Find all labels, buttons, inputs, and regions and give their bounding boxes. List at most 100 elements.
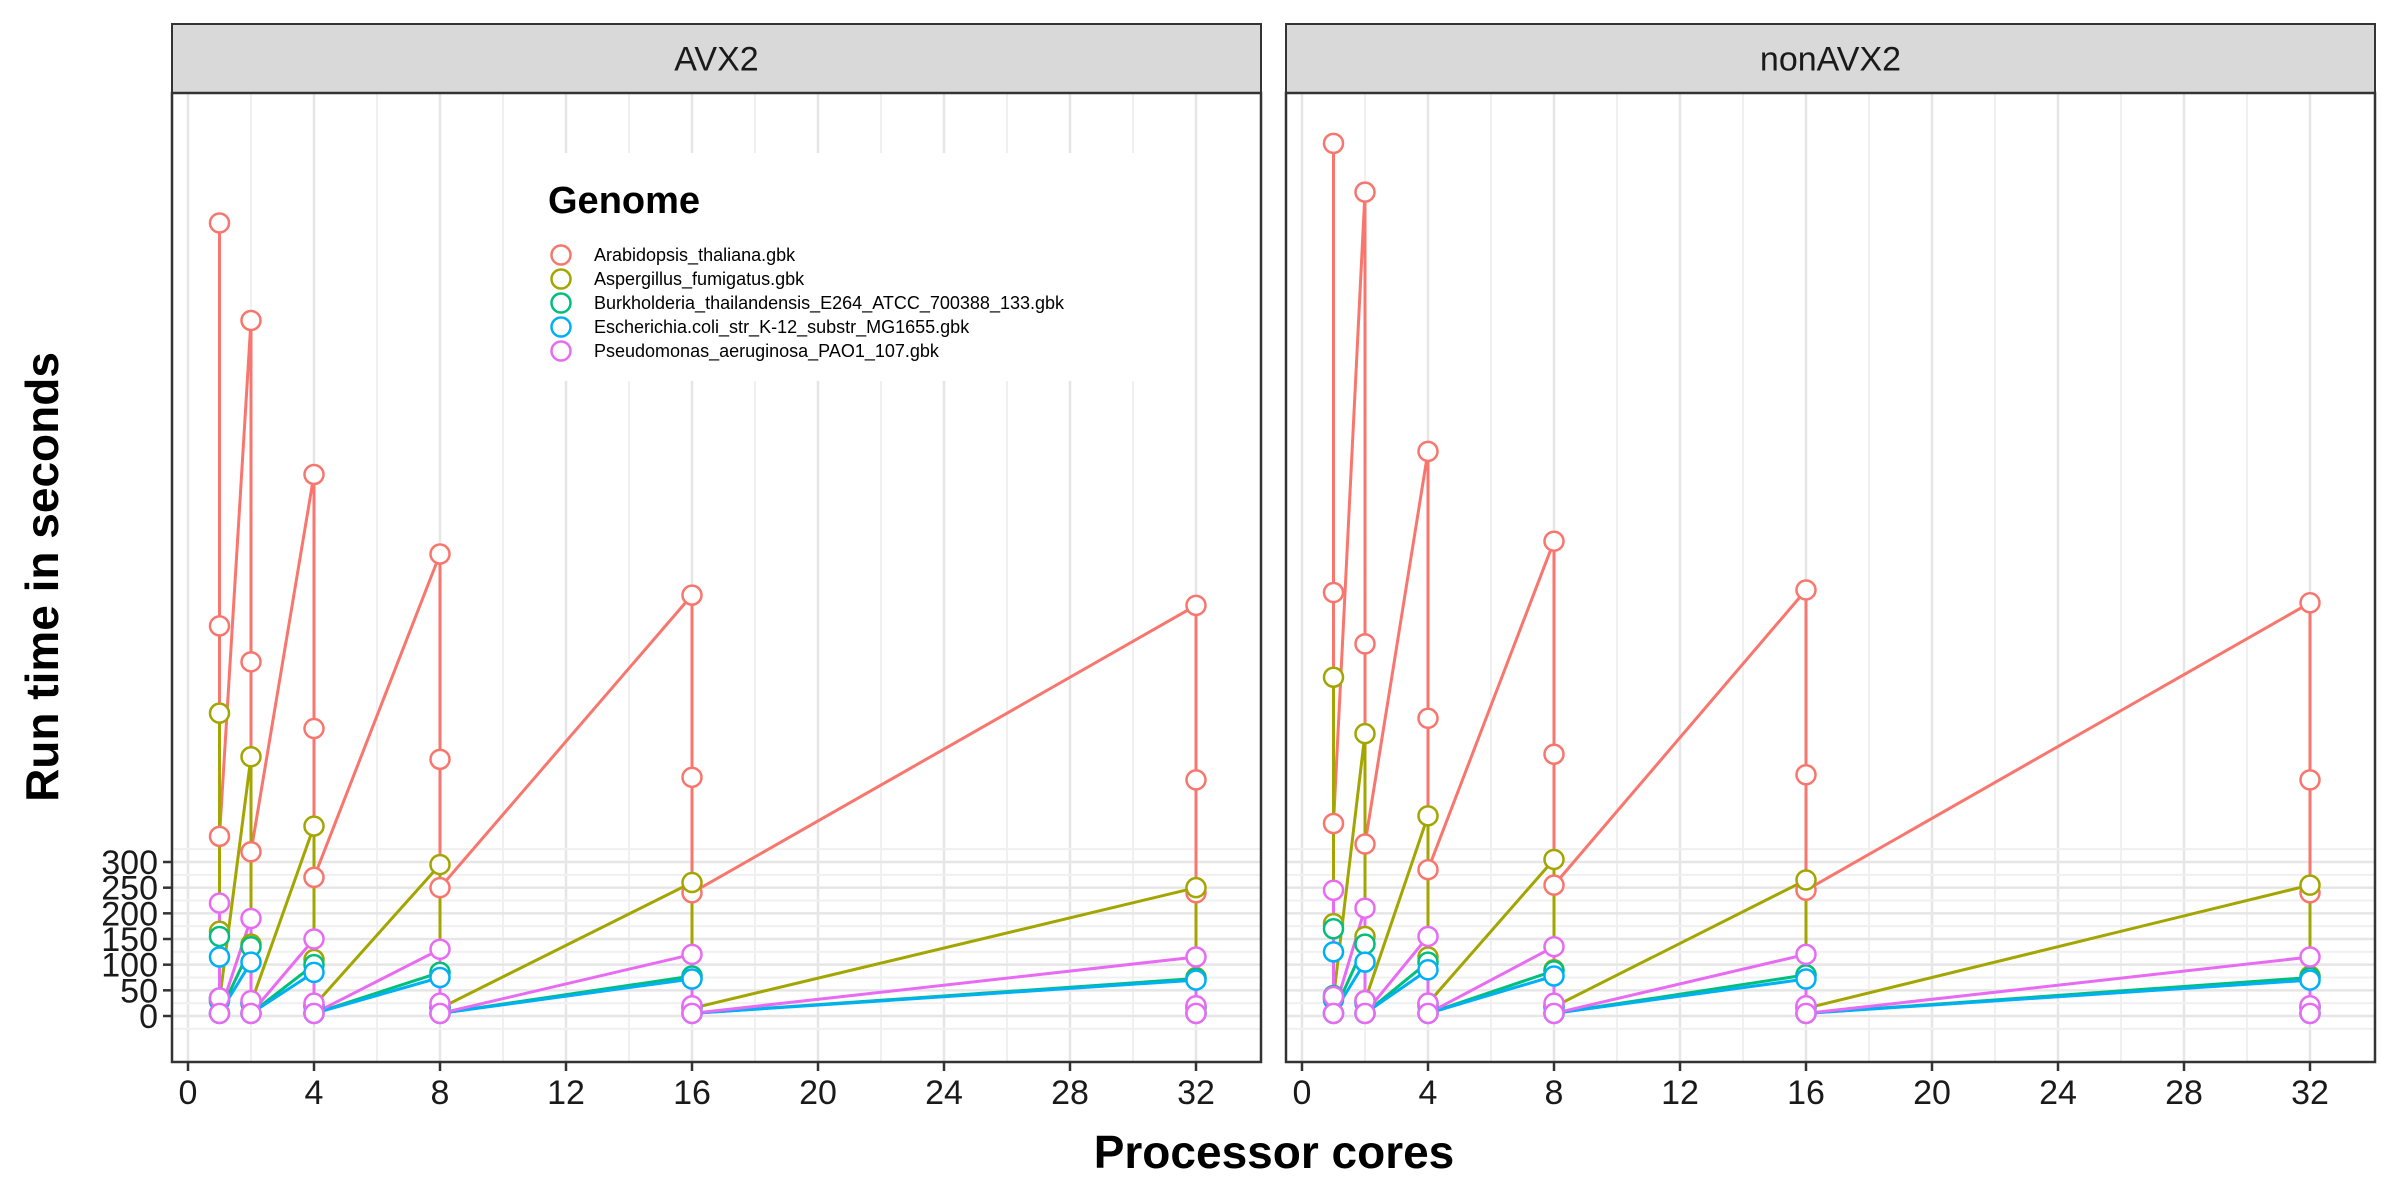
data-point — [429, 748, 451, 771]
panel-border — [1284, 91, 2377, 1064]
data-point — [1795, 763, 1817, 786]
data-point — [208, 892, 231, 914]
x-tick-label: 20 — [1913, 1074, 1951, 1112]
data-point — [240, 951, 262, 973]
facet-strip-avx2 — [171, 23, 1262, 94]
series-line — [1332, 890, 2312, 1015]
y-tick-label: 0 — [139, 998, 158, 1036]
legend-background — [532, 153, 1146, 381]
legend-label: Escherichia.coli_str_K-12_substr_MG1655.… — [594, 317, 970, 338]
data-point — [1185, 594, 1207, 617]
x-tick-label: 0 — [1293, 1074, 1312, 1112]
data-point — [303, 961, 325, 984]
x-tick-label: 16 — [673, 1074, 711, 1112]
data-point — [429, 876, 451, 899]
data-point — [208, 925, 231, 948]
data-point — [2299, 946, 2321, 968]
data-point — [1795, 579, 1817, 601]
y-tick-label: 300 — [101, 844, 158, 882]
data-point — [1417, 959, 1439, 981]
data-point — [1322, 917, 1345, 940]
data-point — [1322, 1002, 1345, 1025]
x-tick-label: 32 — [2291, 1074, 2329, 1112]
data-point — [429, 543, 451, 565]
data-point — [1322, 132, 1345, 155]
data-point — [429, 938, 451, 961]
data-point — [1543, 848, 1565, 871]
data-point — [1185, 946, 1207, 968]
data-point — [1543, 530, 1565, 552]
data-point — [1354, 181, 1376, 203]
x-tick-label: 0 — [179, 1074, 198, 1112]
data-point — [240, 309, 262, 332]
legend-key — [550, 244, 572, 266]
x-axis-title: Processor cores — [1094, 1126, 1455, 1178]
x-tick-label: 32 — [1177, 1074, 1215, 1112]
legend-label: Burkholderia_thailandensis_E264_ATCC_700… — [594, 293, 1065, 314]
legend-key — [550, 340, 572, 362]
x-tick-label: 28 — [1051, 1074, 1089, 1112]
legend: Genome Arabidopsis_thaliana.gbk Aspergillu… — [532, 153, 1146, 381]
facet-panel-nonavx2: nonAVX2 0 4 8 12 16 20 24 28 32 — [1284, 23, 2377, 1112]
data-point — [303, 1002, 325, 1025]
data-point — [1795, 869, 1817, 891]
data-point — [1185, 1002, 1207, 1025]
data-point — [1322, 879, 1345, 901]
panel-background — [1286, 93, 2375, 1062]
legend-title: Genome — [548, 180, 700, 222]
data-point — [208, 702, 231, 724]
data-point — [1322, 666, 1345, 688]
data-point — [1354, 722, 1376, 745]
data-point — [429, 966, 451, 989]
data-point — [1322, 812, 1345, 835]
x-tick-label: 4 — [305, 1074, 324, 1112]
y-tick-label: 150 — [101, 921, 158, 959]
series-line — [1332, 143, 2312, 893]
data-point — [681, 1002, 703, 1025]
legend-key — [550, 268, 572, 290]
data-point — [208, 946, 231, 968]
data-point — [1417, 1002, 1439, 1025]
x-tick-label: 12 — [547, 1074, 585, 1112]
data-point — [303, 866, 325, 889]
data-point — [1543, 935, 1565, 958]
data-point — [240, 746, 262, 768]
y-tick-label: 100 — [101, 947, 158, 985]
legend-key — [550, 292, 572, 314]
x-tick-label: 20 — [799, 1074, 837, 1112]
data-point — [208, 615, 231, 637]
data-point — [208, 1002, 231, 1025]
data-point — [1543, 743, 1565, 765]
data-point — [1795, 968, 1817, 990]
data-point — [429, 1002, 451, 1025]
data-point — [1543, 965, 1565, 987]
data-point — [303, 717, 325, 740]
data-point — [2299, 1002, 2321, 1025]
facet-strip-nonavx2 — [1285, 23, 2376, 94]
data-point — [1417, 858, 1439, 881]
facet-strip-label: nonAVX2 — [1760, 41, 1901, 79]
legend-label: Pseudomonas_aeruginosa_PAO1_107.gbk — [594, 341, 940, 362]
data-point — [240, 907, 262, 930]
data-point — [1417, 707, 1439, 730]
data-point — [1354, 933, 1376, 955]
data-point — [303, 815, 325, 837]
y-axis-title: Run time in seconds — [16, 352, 68, 802]
data-point — [303, 928, 325, 950]
data-point — [681, 871, 703, 894]
series-line — [1332, 677, 2312, 1010]
data-point — [681, 943, 703, 966]
data-point — [2299, 769, 2321, 791]
data-point — [1322, 941, 1345, 963]
data-point — [1354, 951, 1376, 973]
x-tick-label: 8 — [431, 1074, 450, 1112]
data-point — [240, 1002, 262, 1025]
data-point — [1795, 1002, 1817, 1025]
data-point — [1543, 874, 1565, 896]
series-line — [218, 903, 1198, 1015]
data-point — [1185, 969, 1207, 991]
data-point — [1354, 1002, 1376, 1025]
facet-strip-label: AVX2 — [674, 41, 758, 79]
